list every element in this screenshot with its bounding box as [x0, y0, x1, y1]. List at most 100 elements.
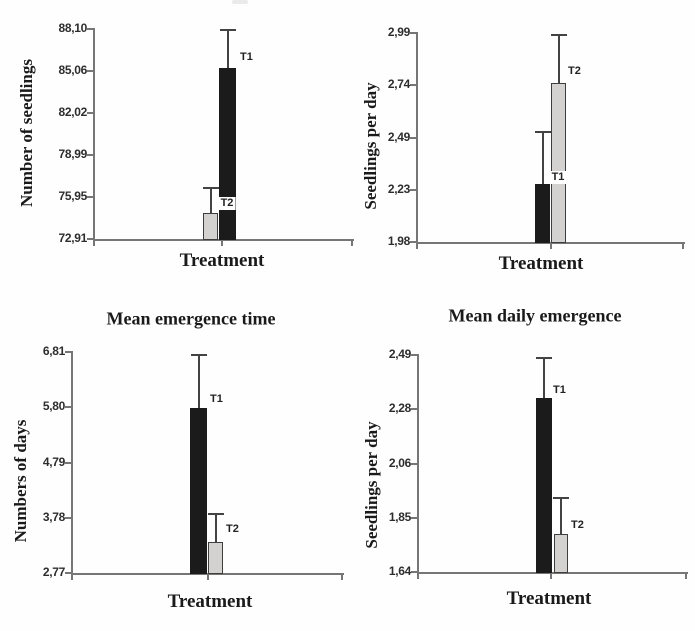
bar-label-t2: T2 [571, 519, 584, 532]
bar-t1 [219, 67, 236, 240]
bar-label-t1: T1 [210, 392, 223, 405]
error-bar-line-t1 [197, 354, 200, 408]
x-axis-end-tick [417, 574, 419, 579]
bar-label-t2: T2 [568, 65, 581, 78]
y-axis-tick [410, 32, 416, 34]
y-axis-tick-label: 1,85 [388, 510, 411, 524]
error-bar-cap-t1 [219, 29, 236, 32]
y-axis-tick [87, 238, 93, 240]
chart-title: Mean emergence time [106, 308, 276, 329]
bar-t2 [551, 82, 566, 243]
y-axis-tick-label: 1,64 [388, 564, 411, 578]
y-axis-tick [410, 84, 416, 86]
y-axis-line [417, 354, 419, 574]
x-axis-label: Treatment [167, 591, 253, 612]
y-axis-label: Seedlings per day [362, 421, 381, 549]
y-axis-tick-label: 2,77 [42, 565, 65, 579]
y-axis-tick-label: 2,99 [387, 25, 410, 39]
y-axis-tick-label: 2,49 [388, 347, 411, 361]
error-bar-cap-t2 [550, 34, 567, 37]
bar-label-t1: T1 [549, 170, 567, 184]
bar-t2 [208, 542, 223, 574]
bar-label-t2: T2 [226, 523, 239, 536]
y-axis-tick [65, 572, 71, 574]
y-axis-tick-label: 2,23 [387, 182, 410, 196]
error-bar-line-t2 [557, 35, 560, 83]
y-axis-tick-label: 85,06 [58, 63, 87, 77]
x-axis-line [71, 573, 344, 575]
error-bar-cap-t2 [207, 513, 224, 516]
y-axis-tick-label: 72,91 [58, 231, 87, 245]
y-axis-tick [411, 571, 417, 573]
error-bar-line-t2 [214, 514, 217, 543]
y-axis-tick-label: 1,98 [387, 234, 410, 248]
y-axis-tick [411, 408, 417, 410]
y-axis-tick-label: 6,81 [42, 344, 65, 358]
y-axis-tick-label: 2,06 [388, 456, 411, 470]
x-axis-end-tick [416, 244, 418, 249]
cropped-text-fragment [232, 0, 248, 4]
y-axis-tick [65, 406, 71, 408]
y-axis-tick-label: 4,79 [42, 455, 65, 469]
x-axis-end-tick [71, 575, 73, 580]
x-axis-label: Treatment [179, 250, 265, 271]
x-axis-end-tick [682, 244, 684, 249]
chart-title: Mean daily emergence [448, 305, 622, 326]
y-axis-tick [87, 112, 93, 114]
y-axis-tick-label: 2,49 [387, 130, 410, 144]
error-bar-cap-t1 [536, 356, 552, 359]
error-bar-cap-t2 [202, 186, 219, 189]
x-axis-tick [550, 574, 552, 579]
x-axis-tick [221, 241, 223, 246]
error-bar-line-t2 [209, 187, 212, 213]
x-axis-end-tick [93, 241, 95, 246]
error-bar-line-t2 [560, 497, 562, 534]
x-axis-end-tick [351, 241, 353, 246]
y-axis-tick [410, 241, 416, 243]
bar-label-t1: T1 [240, 51, 253, 64]
y-axis-tick [87, 28, 93, 30]
x-axis-line [416, 242, 685, 244]
bar-t1 [190, 407, 207, 574]
bar-label-t2: T2 [218, 197, 236, 211]
x-axis-line [417, 572, 688, 574]
error-bar-cap-t2 [553, 496, 569, 499]
bar-label-t1: T1 [553, 383, 566, 396]
error-bar-cap-t1 [534, 131, 551, 134]
y-axis-tick [65, 517, 71, 519]
x-axis-tick [550, 244, 552, 249]
x-axis-line [93, 239, 354, 241]
y-axis-tick [87, 70, 93, 72]
y-axis-tick-label: 2,74 [387, 77, 410, 91]
y-axis-tick [65, 351, 71, 353]
error-bar-line-t1 [541, 132, 544, 185]
y-axis-line [93, 28, 95, 241]
y-axis-line [71, 351, 73, 575]
y-axis-tick [410, 189, 416, 191]
error-bar-cap-t1 [190, 353, 207, 356]
bar-t2 [554, 533, 568, 573]
y-axis-tick-label: 82,02 [58, 105, 87, 119]
error-bar-line-t1 [543, 357, 545, 399]
y-axis-tick [87, 154, 93, 156]
bar-t1 [536, 398, 552, 573]
y-axis-tick [65, 462, 71, 464]
y-axis-tick-label: 75,95 [58, 189, 87, 203]
bar-t2 [203, 212, 218, 240]
y-axis-tick-label: 2,28 [388, 401, 411, 415]
y-axis-tick [87, 196, 93, 198]
y-axis-tick [411, 463, 417, 465]
x-axis-tick [207, 575, 209, 580]
y-axis-tick-label: 5,80 [42, 399, 65, 413]
y-axis-tick-label: 88,10 [58, 21, 87, 35]
y-axis-tick [411, 354, 417, 356]
y-axis-tick-label: 78,99 [58, 147, 87, 161]
x-axis-end-tick [341, 575, 343, 580]
y-axis-tick-label: 3,78 [42, 510, 65, 524]
y-axis-tick [411, 517, 417, 519]
error-bar-line-t1 [226, 30, 229, 68]
